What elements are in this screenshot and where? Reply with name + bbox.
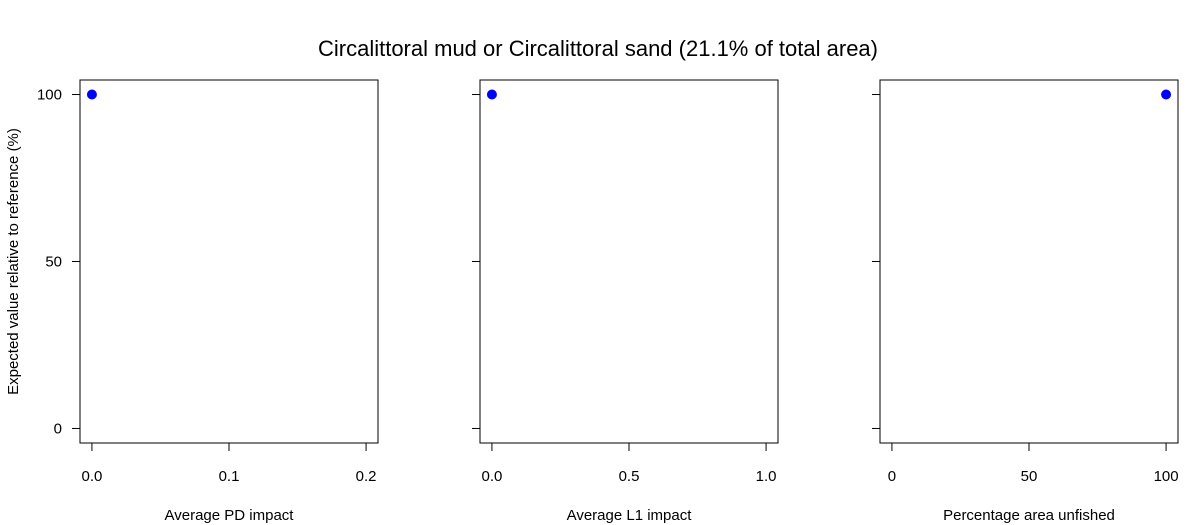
x-tick-label: 0.5	[619, 468, 640, 485]
x-tick-label: 1.0	[756, 468, 777, 485]
data-point	[86, 89, 97, 100]
y-tick-label: 50	[45, 254, 62, 271]
chart-panel-2: 0.0 0.5 1.0 Average L1 impact	[472, 79, 779, 524]
x-tick-label: 0.1	[219, 468, 240, 485]
chart-panel-1: 0 50 100 0.0 0.1 0.2 Average PD impact Expected…	[5, 79, 379, 524]
x-tick-label: 0.0	[81, 468, 102, 485]
plot-frame	[479, 79, 779, 444]
chart-title: Circalittoral mud or Circalittoral sand …	[318, 36, 878, 61]
plot-frame	[79, 79, 379, 444]
data-point	[486, 89, 497, 100]
y-axis-title: Expected value relative to reference (%)	[5, 128, 22, 395]
y-tick-label: 100	[37, 87, 62, 104]
x-tick-label: 100	[1154, 468, 1179, 485]
x-tick-label: 0	[888, 468, 896, 485]
chart-panel-3: 0 50 100 Percentage area unfished	[872, 79, 1179, 524]
x-axis-title: Percentage area unfished	[943, 507, 1115, 524]
x-axis-title: Average L1 impact	[567, 507, 693, 524]
y-tick-label: 0	[54, 420, 62, 437]
x-tick-label: 0.0	[481, 468, 502, 485]
x-tick-label: 0.2	[356, 468, 377, 485]
x-axis-title: Average PD impact	[165, 507, 295, 524]
chart-panels: 0 50 100 0.0 0.1 0.2 Average PD impact Expected…	[5, 79, 1179, 524]
x-tick-label: 50	[1021, 468, 1038, 485]
plot-frame	[879, 79, 1179, 444]
data-point	[1161, 89, 1172, 100]
